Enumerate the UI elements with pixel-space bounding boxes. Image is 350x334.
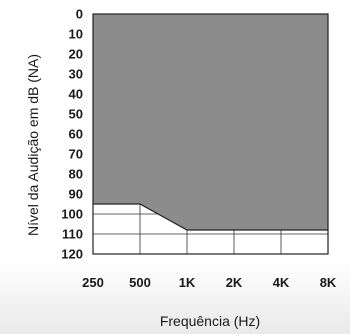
y-tick-0: 0 — [76, 7, 83, 22]
x-tick-250: 250 — [82, 275, 104, 290]
y-tick-90: 90 — [69, 187, 83, 202]
x-tick-2K: 2K — [226, 275, 243, 290]
y-tick-50: 50 — [69, 107, 83, 122]
y-tick-70: 70 — [69, 147, 83, 162]
x-tick-8K: 8K — [320, 275, 337, 290]
plot-frame — [92, 13, 329, 255]
y-tick-40: 40 — [69, 87, 83, 102]
x-tick-labels: 250 500 1K 2K 4K 8K — [82, 275, 337, 290]
y-tick-100: 100 — [61, 207, 83, 222]
hearing-threshold-line — [93, 203, 328, 231]
x-tick-4K: 4K — [273, 275, 290, 290]
y-tick-labels: 0 10 20 30 40 50 60 70 80 90 100 110 120 — [61, 7, 83, 262]
grid-layer — [93, 14, 328, 254]
y-tick-10: 10 — [69, 27, 83, 42]
x-tick-1K: 1K — [179, 275, 196, 290]
hearing-area-fill-overlay — [93, 14, 328, 230]
y-tick-60: 60 — [69, 127, 83, 142]
x-tick-500: 500 — [129, 275, 151, 290]
frame-layer — [92, 13, 329, 255]
y-tick-80: 80 — [69, 167, 83, 182]
y-tick-120: 120 — [61, 247, 83, 262]
y-tick-30: 30 — [69, 67, 83, 82]
y-tick-110: 110 — [62, 227, 83, 242]
curve-layer — [93, 203, 328, 231]
y-tick-20: 20 — [69, 47, 83, 62]
y-axis-label: Nível da Audição em dB (NA) — [25, 54, 41, 236]
x-axis-label: Frequência (Hz) — [160, 313, 260, 329]
